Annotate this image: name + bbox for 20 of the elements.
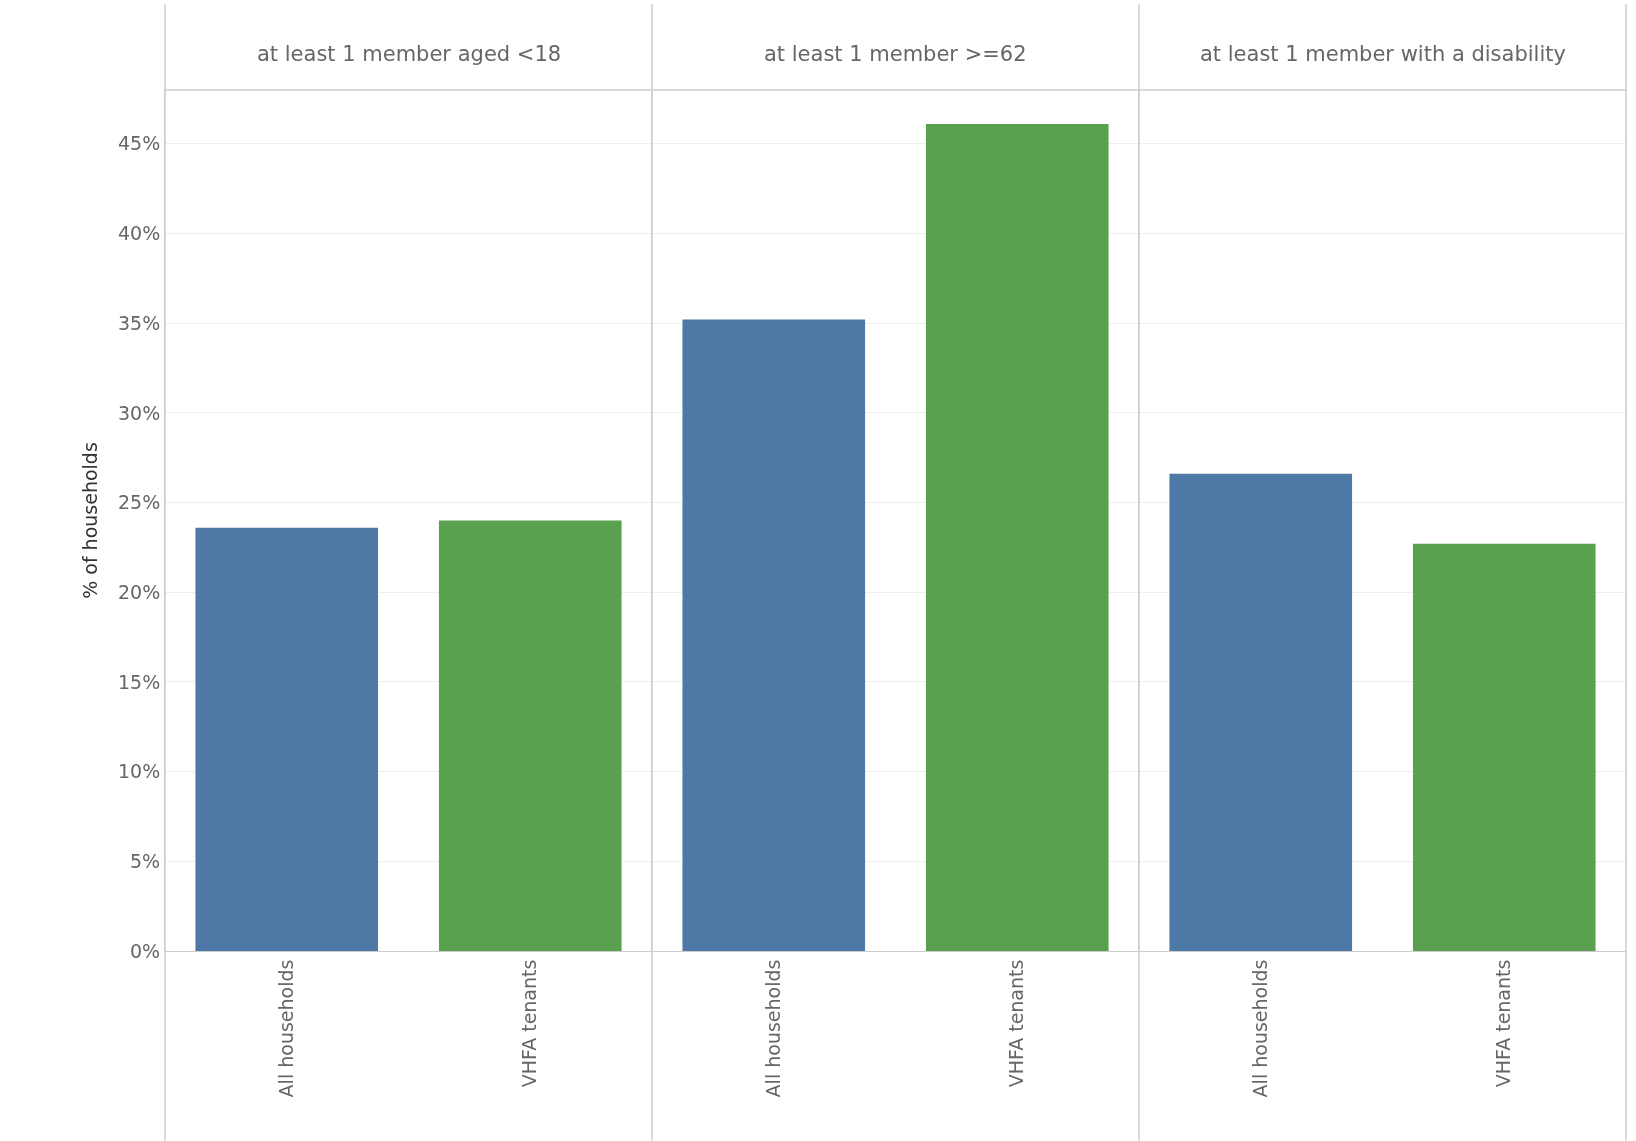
y-tick-label: 5% [130,849,161,872]
y-tick-label: 35% [117,311,161,334]
y-tick-label: 0% [130,939,161,962]
y-tick-label: 40% [117,222,161,245]
x-tick-label: All households [1248,959,1271,1098]
y-axis-title: % of households [78,442,101,599]
y-tick-label: 30% [117,401,161,424]
chart-title: at least 1 member >=62 [764,42,1027,66]
chart-title: at least 1 member aged <18 [257,42,562,66]
y-tick-label: 10% [117,760,161,783]
x-tick-label: All households [761,959,784,1098]
chart-title: at least 1 member with a disability [1200,42,1566,66]
y-tick-label: 45% [117,132,161,155]
y-tick-label: 15% [117,670,161,693]
x-tick-label: VHFA tenants [518,959,541,1088]
x-tick-label: VHFA tenants [1005,959,1028,1088]
y-tick-label: 25% [117,491,161,514]
y-tick-label: 20% [117,580,161,603]
x-tick-label: VHFA tenants [1492,959,1515,1088]
x-tick-label: All households [274,959,297,1098]
